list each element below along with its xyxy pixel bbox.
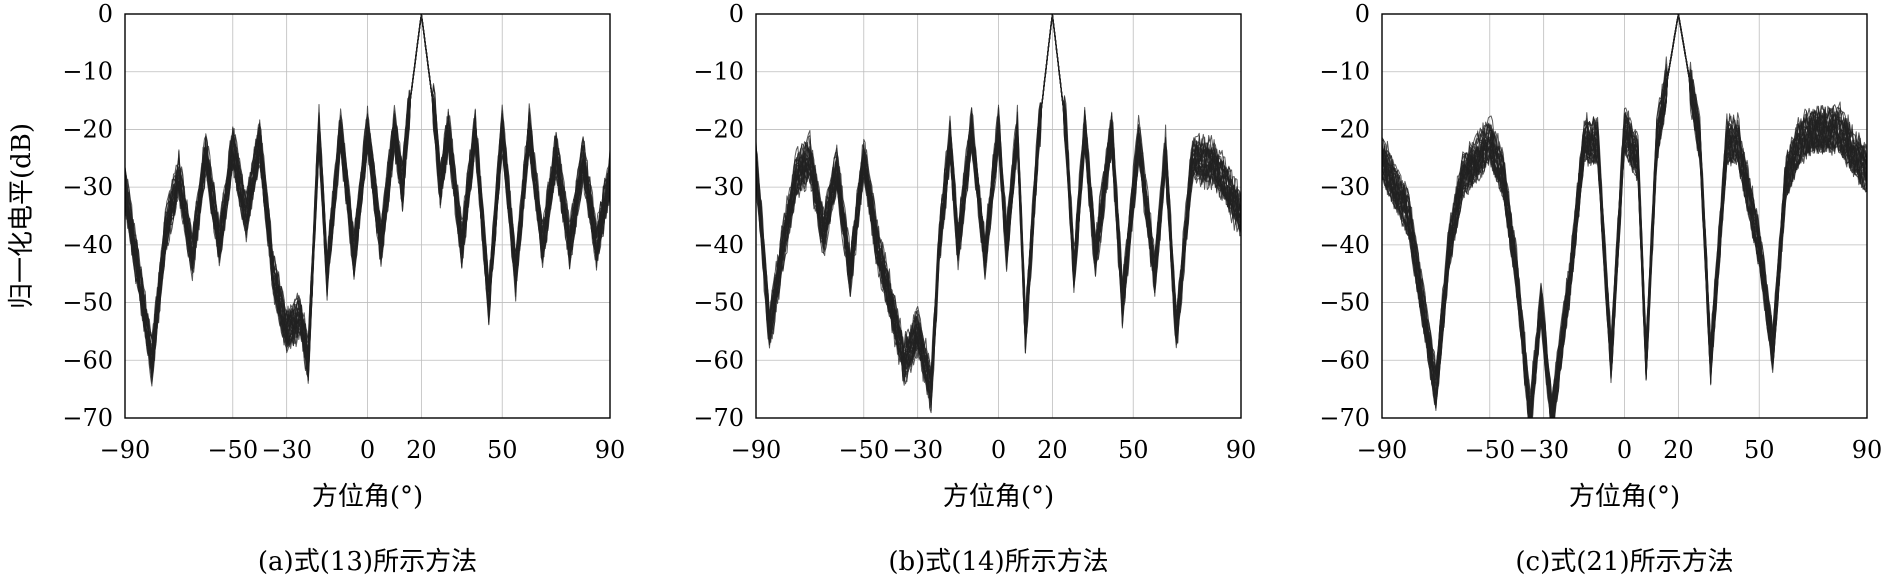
x-tick-label: 50 — [487, 436, 518, 464]
pattern-curve — [756, 14, 1241, 372]
pattern-curve — [756, 14, 1241, 388]
x-tick-label: −90 — [100, 436, 151, 464]
x-tick-label: 20 — [406, 436, 437, 464]
pattern-curve — [125, 15, 610, 355]
x-tick-label: 90 — [595, 436, 626, 464]
x-tick-label: 50 — [1744, 436, 1775, 464]
pattern-curve — [1382, 14, 1867, 408]
y-tick-label: −70 — [62, 404, 113, 432]
x-tick-label: −30 — [261, 436, 312, 464]
y-tick-label: −60 — [1319, 346, 1370, 374]
plot-frame — [1381, 13, 1868, 419]
y-tick-label: −50 — [1319, 289, 1370, 317]
panel-caption: (b)式(14)所示方法 — [888, 547, 1108, 577]
pattern-curve — [125, 14, 610, 342]
x-tick-label: −90 — [1357, 436, 1408, 464]
y-tick-label: −40 — [693, 231, 744, 259]
plot-frame — [124, 13, 611, 419]
y-tick-label: −30 — [1319, 173, 1370, 201]
x-tick-label: 20 — [1663, 436, 1694, 464]
y-tick-label: −20 — [62, 115, 113, 143]
series-group — [1382, 14, 1867, 418]
series-group — [756, 14, 1241, 414]
y-axis-label: 归一化电平(dB) — [7, 123, 37, 309]
pattern-curve — [1382, 14, 1867, 403]
panel-b: −90 −50 −30 0 20 50 900−10−20−30−40−50−60−70方位… — [693, 0, 1256, 577]
x-tick-label: −30 — [892, 436, 943, 464]
x-tick-label: −50 — [1464, 436, 1515, 464]
pattern-curve — [125, 14, 610, 381]
x-tick-label: 0 — [1617, 436, 1632, 464]
y-tick-label: −40 — [62, 231, 113, 259]
panel-caption: (a)式(13)所示方法 — [258, 547, 477, 577]
x-axis-label: 方位角(°) — [312, 482, 423, 512]
x-tick-label: −30 — [1518, 436, 1569, 464]
pattern-curve — [756, 14, 1241, 378]
y-tick-label: −10 — [693, 58, 744, 86]
x-tick-label: 90 — [1852, 436, 1883, 464]
y-tick-label: −50 — [62, 289, 113, 317]
x-tick-label: 0 — [360, 436, 375, 464]
x-tick-label: 50 — [1118, 436, 1149, 464]
y-tick-label: −40 — [1319, 231, 1370, 259]
y-tick-label: −20 — [1319, 115, 1370, 143]
y-tick-label: 0 — [98, 0, 113, 28]
x-tick-label: −50 — [838, 436, 889, 464]
y-tick-label: −30 — [62, 173, 113, 201]
y-tick-label: 0 — [1355, 0, 1370, 28]
y-tick-label: −30 — [693, 173, 744, 201]
x-tick-label: 0 — [991, 436, 1006, 464]
y-tick-label: −50 — [693, 289, 744, 317]
panel-a: −90 −50 −30 0 20 50 900−10−20−30−40−50−60−70方位… — [7, 0, 625, 577]
y-tick-label: −60 — [62, 346, 113, 374]
x-axis-label: 方位角(°) — [943, 482, 1054, 512]
x-axis-label: 方位角(°) — [1569, 482, 1680, 512]
pattern-curve — [125, 14, 610, 377]
pattern-curve — [1382, 14, 1867, 418]
x-tick-label: 20 — [1037, 436, 1068, 464]
y-tick-label: −70 — [693, 404, 744, 432]
series-group — [125, 14, 610, 387]
y-tick-label: −70 — [1319, 404, 1370, 432]
x-tick-label: −50 — [207, 436, 258, 464]
x-tick-label: −90 — [731, 436, 782, 464]
panel-c: −90 −50 −30 0 20 50 900−10−20−30−40−50−60−70方位… — [1319, 0, 1882, 577]
y-tick-label: −60 — [693, 346, 744, 374]
y-tick-label: −20 — [693, 115, 744, 143]
y-tick-label: −10 — [1319, 58, 1370, 86]
y-tick-label: 0 — [729, 0, 744, 28]
x-tick-label: 90 — [1226, 436, 1257, 464]
y-tick-label: −10 — [62, 58, 113, 86]
panel-caption: (c)式(21)所示方法 — [1515, 547, 1733, 577]
plot-frame — [755, 13, 1242, 419]
